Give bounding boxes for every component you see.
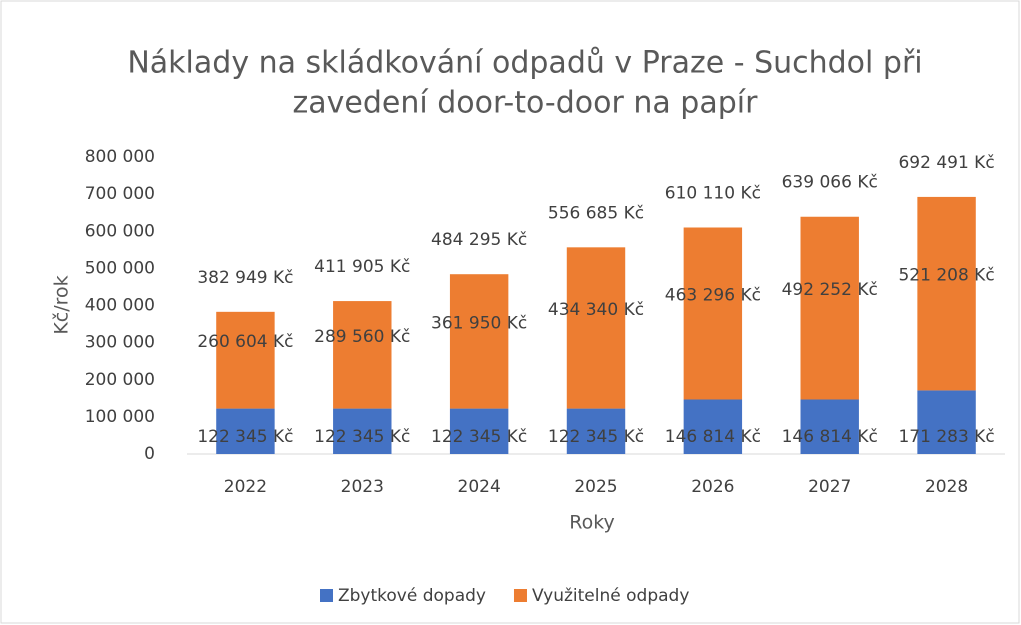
bar-segment (333, 408, 392, 454)
legend-label: Zbytkové dopady (338, 586, 486, 606)
x-axis-label: Roky (569, 512, 615, 534)
total-label: 610 110 Kč (665, 183, 761, 203)
data-label: 122 345 Kč (548, 427, 644, 447)
bar-segment (216, 408, 275, 454)
y-tick-label: 400 000 (85, 296, 155, 316)
total-label: 639 066 Kč (782, 173, 878, 193)
y-tick-label: 700 000 (85, 184, 155, 204)
data-label: 146 814 Kč (782, 427, 878, 447)
y-tick-label: 600 000 (85, 221, 155, 241)
data-label: 492 252 Kč (782, 280, 878, 300)
legend-swatch (320, 589, 333, 602)
data-label: 434 340 Kč (548, 300, 644, 320)
bar-segment (800, 399, 859, 454)
bar-segment (683, 399, 743, 454)
bar-segment (917, 390, 976, 454)
bar-segment (917, 196, 976, 391)
legend-swatch (513, 589, 527, 602)
x-tick-label: 2025 (574, 477, 617, 497)
bar-segment (566, 408, 626, 454)
y-tick-label: 500 000 (85, 258, 155, 278)
data-label: 122 345 Kč (431, 427, 527, 447)
data-label: 361 950 Kč (431, 313, 527, 333)
bar-segment (800, 216, 859, 400)
x-tick-label: 2023 (341, 477, 384, 497)
data-label: 146 814 Kč (665, 427, 761, 447)
bar-segment (683, 227, 743, 400)
x-tick-label: 2026 (691, 477, 734, 497)
y-tick-label: 100 000 (85, 407, 155, 427)
chart-title: Náklady na skládkování odpadů v Praze - … (127, 46, 922, 81)
y-tick-label: 0 (144, 444, 155, 464)
bar-segment (566, 247, 626, 409)
y-axis-label: Kč/rok (51, 275, 73, 334)
y-tick-label: 200 000 (85, 370, 155, 390)
bar-segment (449, 408, 509, 454)
data-label: 289 560 Kč (314, 327, 410, 347)
bar-segment (449, 274, 509, 409)
x-tick-label: 2022 (224, 477, 267, 497)
data-label: 122 345 Kč (314, 427, 410, 447)
data-label: 463 296 Kč (665, 285, 761, 305)
total-label: 692 491 Kč (898, 153, 994, 173)
y-tick-label: 800 000 (85, 147, 155, 167)
total-label: 382 949 Kč (197, 268, 293, 288)
total-label: 411 905 Kč (314, 257, 410, 277)
data-label: 171 283 Kč (898, 427, 994, 447)
x-tick-label: 2028 (925, 477, 968, 497)
data-label: 122 345 Kč (197, 427, 293, 447)
x-tick-label: 2027 (808, 477, 851, 497)
y-tick-label: 300 000 (85, 333, 155, 353)
x-tick-label: 2024 (458, 477, 501, 497)
legend-label: Využitelné odpady (532, 586, 689, 606)
total-label: 556 685 Kč (548, 203, 644, 223)
bar-segment (333, 301, 392, 409)
data-label: 521 208 Kč (898, 266, 994, 286)
data-label: 260 604 Kč (197, 332, 293, 352)
total-label: 484 295 Kč (431, 230, 527, 250)
chart-title: zavedení door-to-door na papír (293, 86, 759, 121)
bar-segment (216, 311, 275, 409)
